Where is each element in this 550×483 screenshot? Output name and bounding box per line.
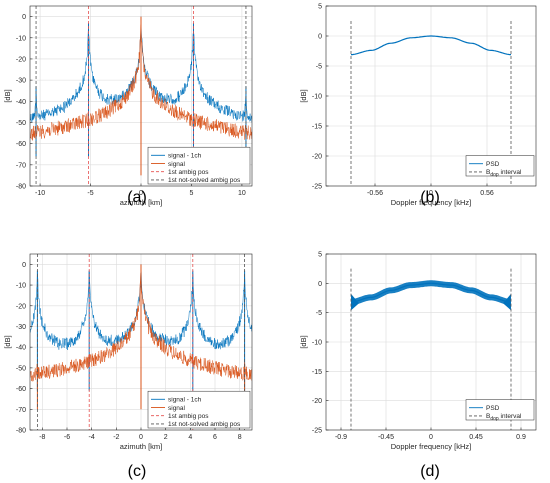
x-axis-label: Doppler frequency [kHz] (391, 198, 471, 207)
legend-box (147, 146, 251, 185)
x-axis-label: Doppler frequency [kHz] (391, 442, 471, 451)
y-tick-label: -25 (312, 428, 322, 435)
y-tick-label: -5 (316, 310, 322, 317)
y-tick-label: 5 (318, 4, 322, 11)
legend-label: PSD (486, 161, 500, 168)
legend-label: signal - 1ch (168, 153, 202, 160)
x-tick-label: -4 (89, 434, 95, 441)
legend-label: signal - 1ch (168, 397, 202, 404)
y-tick-label: 0 (22, 262, 26, 269)
y-axis-label: [dB] (3, 89, 12, 102)
legend-label: Bdop interval (486, 413, 522, 422)
y-tick-label: -60 (16, 141, 26, 148)
panel-label-b: (b) (420, 189, 440, 206)
data-layer (350, 268, 512, 430)
x-tick-label: 6 (213, 434, 217, 441)
y-tick-label: 0 (318, 281, 322, 288)
x-tick-label: 0 (429, 434, 433, 441)
x-tick-label: 0.9 (516, 434, 526, 441)
x-tick-label: -6 (64, 434, 70, 441)
y-tick-label: -60 (16, 386, 26, 393)
x-tick-label: 0.45 (469, 434, 483, 441)
legend-label: signal (168, 405, 186, 412)
x-tick-label: -2 (113, 434, 119, 441)
y-tick-label: 0 (22, 14, 26, 21)
y-tick-label: -70 (16, 407, 26, 414)
legend-box (147, 390, 251, 429)
y-tick-label: -15 (312, 369, 322, 376)
x-tick-label: 0.56 (480, 190, 494, 197)
y-tick-label: -20 (16, 303, 26, 310)
y-tick-label: -80 (16, 184, 26, 191)
x-tick-label: 2 (164, 434, 168, 441)
legend-label: PSD (486, 405, 500, 412)
y-tick-label: -30 (16, 324, 26, 331)
panel-label-a: (a) (127, 189, 147, 206)
y-tick-label: -40 (16, 345, 26, 352)
y-tick-label: 5 (318, 252, 322, 259)
legend-label: 1st not-solved ambig pos (168, 421, 241, 428)
y-tick-label: -10 (16, 283, 26, 290)
panel-a: -10 -5 0 5 100-10-20-30-40-50-60-70-80azimut… (3, 5, 253, 207)
series-b-psd (351, 35, 511, 56)
x-tick-label: 0 (139, 190, 143, 197)
x-tick-label: -10 (35, 190, 45, 197)
legend-box (465, 399, 535, 421)
x-axis-label: azimuth [km] (120, 198, 163, 207)
y-axis-label: [dB] (299, 89, 308, 102)
y-tick-label: -40 (16, 99, 26, 106)
legend-label: 1st ambig pos (168, 169, 209, 176)
y-tick-label: -25 (312, 184, 322, 191)
x-tick-label: -0.9 (335, 434, 347, 441)
x-tick-label: -8 (39, 434, 45, 441)
y-tick-label: -10 (16, 35, 26, 42)
legend-label: Bdop interval (486, 169, 522, 178)
panel-c: -8 -6 -4 -2 0 2 4 6 80-10-20-30-40-50-60-70-80az… (3, 253, 253, 480)
x-tick-label: -0.56 (367, 190, 383, 197)
y-tick-label: -20 (312, 398, 322, 405)
panel-d: -0.9 -0.45 0 0.45 0.9 5 0 -5 -10 -15 -20 -25 Doppler… (299, 252, 537, 480)
legend-box (465, 155, 535, 177)
legend-label: 1st ambig pos (168, 413, 209, 420)
panel-b: -0.56 0 0.56 5 0 -5 -10 -15 -20 -25 Doppler freque… (299, 4, 537, 207)
y-tick-label: -80 (16, 428, 26, 435)
y-tick-label: -10 (312, 94, 322, 101)
x-tick-label: 0 (429, 190, 433, 197)
y-tick-label: -5 (316, 64, 322, 71)
x-tick-label: 8 (238, 434, 242, 441)
y-tick-label: -70 (16, 162, 26, 169)
y-axis-label: [dB] (3, 335, 12, 348)
y-tick-label: 0 (318, 34, 322, 41)
y-tick-label: -10 (312, 340, 322, 347)
panel-label-d: (d) (420, 463, 440, 480)
y-tick-label: -20 (16, 56, 26, 63)
panel-label-c: (c) (128, 463, 147, 480)
legend-label: signal (168, 161, 186, 168)
y-tick-label: -50 (16, 365, 26, 372)
x-tick-label: -5 (87, 190, 93, 197)
x-tick-label: -0.45 (378, 434, 394, 441)
y-tick-label: -50 (16, 120, 26, 127)
y-axis-label: [dB] (299, 335, 308, 348)
y-tick-label: -20 (312, 154, 322, 161)
x-tick-label: 0 (139, 434, 143, 441)
y-tick-label: -15 (312, 124, 322, 131)
x-tick-label: 10 (238, 190, 246, 197)
x-tick-label: 4 (188, 434, 192, 441)
series-d-psd (351, 282, 511, 303)
legend-label: 1st not-solved ambig pos (168, 177, 241, 184)
x-tick-label: 5 (190, 190, 194, 197)
x-axis-label: azimuth [km] (120, 442, 163, 451)
y-tick-label: -30 (16, 78, 26, 85)
